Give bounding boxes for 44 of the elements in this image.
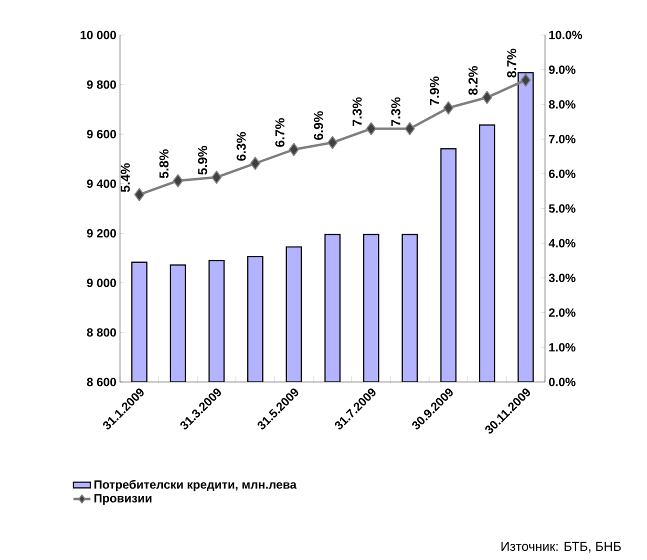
y2-tick-label: 0.0% (548, 378, 576, 386)
point (288, 142, 299, 156)
point (327, 136, 338, 150)
data-label: 5.9% (198, 146, 208, 175)
data-label: 7.3% (391, 97, 400, 126)
y-tick-label: 9 600 (86, 130, 116, 138)
y-tick-label: 9 200 (86, 229, 116, 238)
y2-tick-label: 9.0% (548, 65, 576, 74)
y-tick-label: 9 800 (86, 80, 116, 89)
data-label: 6.3% (236, 132, 246, 161)
y2-tick-label: 3.0% (548, 274, 576, 282)
point (520, 74, 531, 87)
point (366, 122, 376, 136)
text: Източник: БТБ, БНБ (502, 542, 621, 552)
point (134, 188, 144, 202)
data-label: 6.7% (275, 118, 284, 147)
y2-tick-label: 5.0% (548, 204, 576, 213)
y-tick-label: 10 000 (80, 30, 116, 40)
y-tick-label: 8 600 (86, 378, 116, 386)
point (212, 170, 222, 184)
point (404, 122, 415, 136)
point (482, 90, 492, 104)
y-tick-label: 9 000 (86, 278, 116, 288)
data-label: 5.4% (120, 163, 130, 192)
y-tick-label: 8 800 (86, 328, 116, 337)
point (250, 156, 260, 170)
data-label: 6.9% (314, 111, 324, 140)
y2-tick-label: 8.0% (548, 100, 576, 109)
data-label: 7.3% (352, 97, 362, 126)
data-label: 7.9% (430, 76, 439, 106)
legend-label: Провизии (94, 494, 152, 505)
point (443, 101, 454, 114)
data-label: 8.2% (468, 66, 478, 95)
y2-tick-label: 2.0% (548, 308, 576, 317)
y2-tick-label: 1.0% (549, 343, 576, 352)
y-tick-label: 9 400 (86, 179, 116, 188)
data-label: 5.8% (159, 149, 169, 178)
y2-tick-label: 7.0% (549, 134, 576, 144)
y2-tick-label: 6.0% (548, 170, 576, 178)
data-label: 8.7% (507, 48, 516, 78)
legend-label: Потребителски кредити, млн.лева (94, 480, 297, 492)
point (172, 174, 184, 188)
y2-tick-label: 10.0% (549, 30, 582, 40)
y2-tick-label: 4.0% (548, 238, 576, 248)
